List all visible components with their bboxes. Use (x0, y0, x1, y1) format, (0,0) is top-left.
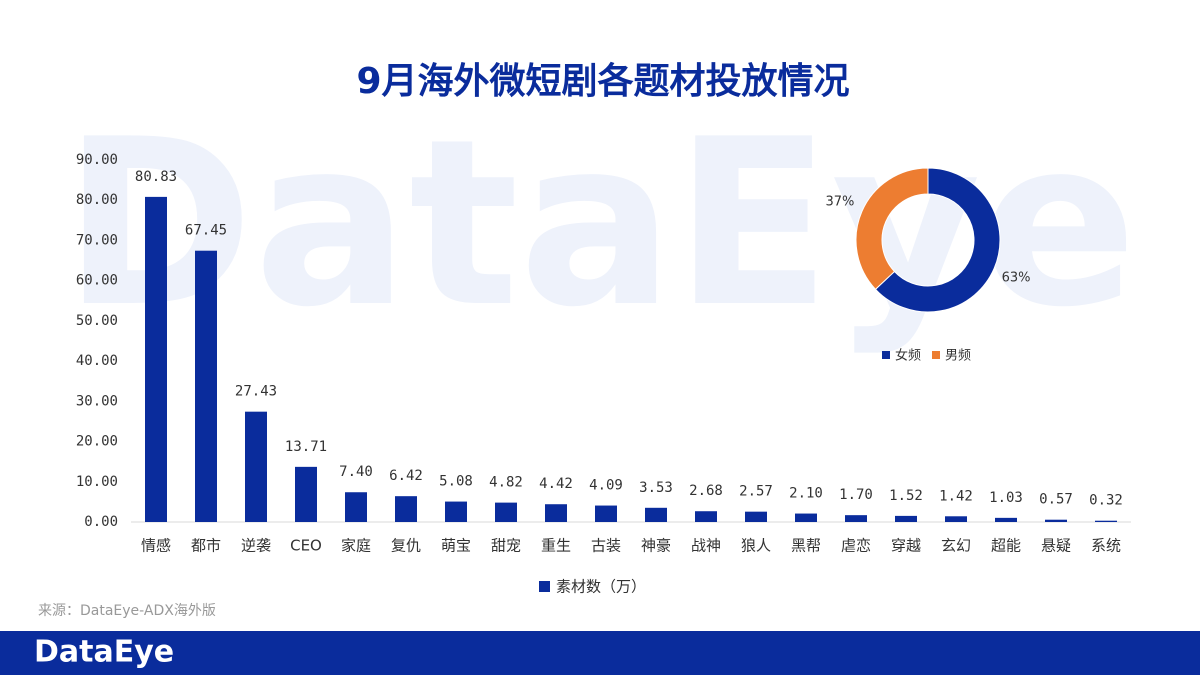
brand: DataEye (34, 635, 174, 670)
y-tick-label: 90.00 (76, 152, 118, 168)
value-label: 6.42 (389, 468, 423, 484)
y-tick-label: 40.00 (76, 353, 118, 369)
y-tick-label: 50.00 (76, 313, 118, 329)
value-label: 3.53 (639, 480, 673, 496)
bar (945, 516, 967, 522)
page-title: 9月海外微短剧各题材投放情况 (356, 61, 849, 102)
legend-label: 女频 (895, 348, 921, 364)
y-tick-label: 20.00 (76, 434, 118, 450)
x-tick-label: 家庭 (341, 537, 371, 555)
value-label: 2.68 (689, 483, 723, 499)
y-tick-label: 80.00 (76, 192, 118, 208)
bar (995, 517, 1017, 522)
x-tick-label: 萌宝 (441, 537, 471, 555)
value-label: 80.83 (135, 169, 177, 185)
bar (645, 507, 667, 522)
x-tick-label: 神豪 (641, 537, 671, 555)
x-tick-label: 情感 (141, 537, 171, 555)
bar (445, 501, 467, 522)
bar (895, 515, 917, 522)
bar (145, 196, 167, 522)
x-tick-label: 超能 (991, 537, 1021, 555)
value-label: 67.45 (185, 223, 227, 239)
value-label: 5.08 (439, 474, 473, 490)
watermark: DataEye (63, 91, 1137, 358)
bar (595, 505, 617, 522)
value-label: 27.43 (235, 384, 277, 400)
bar (745, 511, 767, 522)
bar (495, 502, 517, 522)
bar (195, 250, 217, 522)
bar (1095, 520, 1117, 522)
x-tick-label: 悬疑 (1041, 537, 1071, 555)
value-label: 1.03 (989, 490, 1023, 506)
value-label: 1.42 (939, 488, 973, 504)
bar (795, 513, 817, 522)
x-tick-label: CEO (290, 537, 322, 555)
bar (345, 492, 367, 522)
value-label: 4.09 (589, 478, 623, 494)
bar (295, 466, 317, 522)
bar (545, 504, 567, 522)
x-tick-label: 玄幻 (941, 537, 971, 555)
x-tick-label: 黑帮 (791, 537, 821, 555)
x-tick-label: 都市 (191, 537, 221, 555)
legend-swatch (882, 351, 890, 359)
donut-slice (874, 167, 1001, 313)
legend-swatch (539, 581, 550, 592)
legend-label: 男频 (945, 349, 971, 364)
y-tick-label: 10.00 (76, 474, 118, 490)
value-label: 4.42 (539, 476, 573, 492)
value-label: 0.57 (1039, 492, 1073, 508)
value-label: 2.57 (739, 484, 773, 500)
x-tick-label: 古装 (591, 537, 621, 555)
footer-band (0, 631, 1200, 675)
value-label: 1.52 (889, 488, 923, 504)
bar (245, 411, 267, 522)
legend-label: 素材数（万） (556, 578, 646, 596)
x-tick-label: 狼人 (741, 537, 771, 555)
value-label: 0.32 (1089, 493, 1123, 509)
bar (695, 511, 717, 522)
x-tick-label: 虐恋 (841, 537, 871, 555)
legend-swatch (932, 351, 940, 359)
value-label: 4.82 (489, 475, 523, 491)
value-label: 13.71 (285, 439, 327, 455)
y-tick-label: 60.00 (76, 273, 118, 289)
value-label: 7.40 (339, 464, 373, 480)
x-tick-label: 穿越 (891, 537, 921, 555)
bar (845, 515, 867, 522)
x-tick-label: 战神 (691, 537, 721, 555)
x-tick-label: 逆袭 (241, 537, 271, 555)
x-tick-label: 甜宠 (491, 537, 521, 555)
slice-label: 37% (825, 194, 854, 209)
donut-slice (855, 167, 929, 290)
value-label: 1.70 (839, 487, 873, 503)
y-tick-label: 30.00 (76, 393, 118, 409)
value-label: 2.10 (789, 486, 823, 502)
slice-label: 63% (1002, 271, 1031, 286)
bar (395, 496, 417, 522)
x-tick-label: 系统 (1091, 537, 1121, 555)
x-tick-label: 复仇 (391, 537, 421, 555)
y-tick-label: 70.00 (76, 232, 118, 248)
x-tick-label: 重生 (541, 537, 571, 555)
y-tick-label: 0.00 (84, 514, 118, 530)
source: 来源：DataEye-ADX海外版 (38, 603, 216, 619)
bar (1045, 519, 1067, 522)
